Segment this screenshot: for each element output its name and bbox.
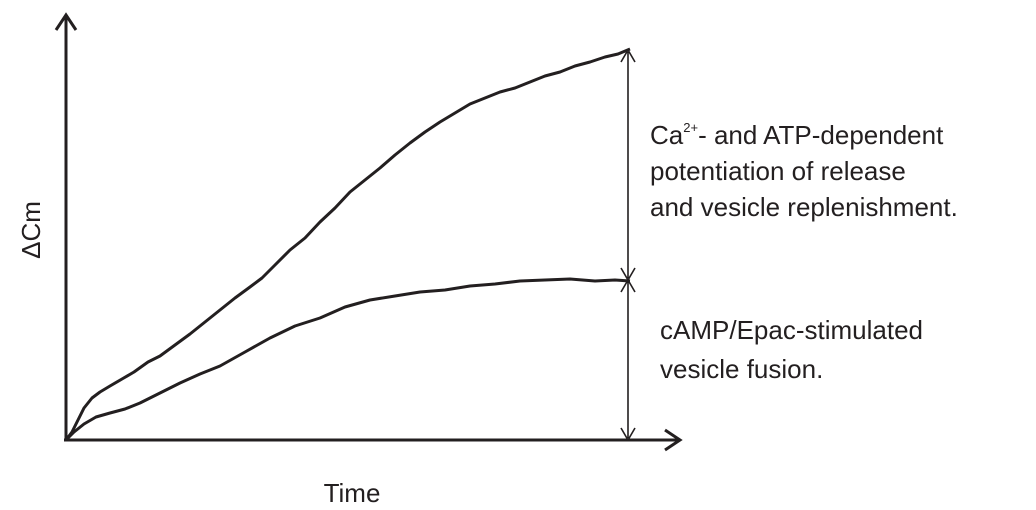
annotation-line: vesicle fusion. [660,354,823,384]
annotation-superscript: 2+ [683,120,698,135]
y-axis-label: ΔCm [16,201,46,259]
lower-dimension-arrow [620,278,636,442]
annotation-text: Ca [650,120,684,150]
annotation-line: cAMP/Epac-stimulated [660,315,923,345]
y-axis [54,12,78,441]
annotation-line: and vesicle replenishment. [650,192,958,222]
annotation-line: Ca2+- and ATP-dependent [650,120,944,150]
upper-dimension-arrow [620,48,636,282]
lower-trace [64,277,631,442]
x-axis [64,428,683,452]
annotation-line: potentiation of release [650,156,906,186]
annotation-text: - and ATP-dependent [698,120,944,150]
upper-trace [64,47,631,441]
x-axis-label: Time [324,478,381,508]
